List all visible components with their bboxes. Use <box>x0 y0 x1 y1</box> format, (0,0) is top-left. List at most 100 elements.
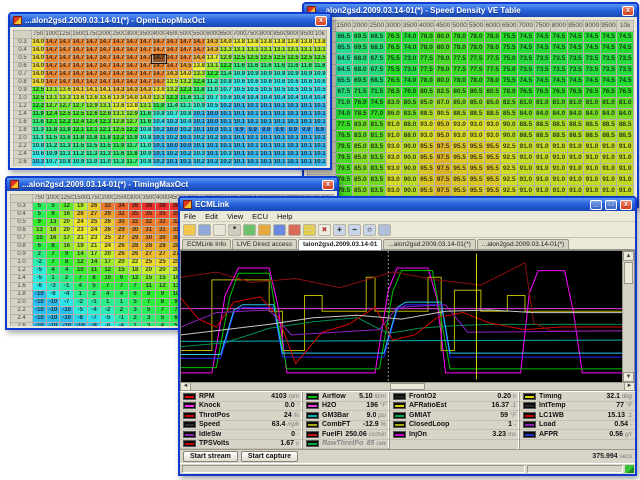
datalog-graph[interactable]: ▲ ▼ <box>180 250 635 382</box>
timing-cell[interactable]: 4 <box>100 290 116 299</box>
openloop-cell[interactable]: 10.1 <box>272 158 287 166</box>
timing-cell[interactable]: 15 <box>114 266 129 275</box>
ve-cell[interactable]: 74.5 <box>599 42 618 54</box>
timing-cell[interactable]: 23 <box>73 226 88 235</box>
delete-icon[interactable]: × <box>318 223 331 236</box>
openloop-cell[interactable]: 14.7 <box>138 78 153 87</box>
ve-cell[interactable]: 78.5 <box>384 86 403 98</box>
openloop-cell[interactable]: 14.7 <box>138 46 153 55</box>
ve-cell[interactable]: 79.0 <box>434 64 452 76</box>
openloop-cell[interactable]: 14.7 <box>71 78 86 87</box>
ve-cell[interactable]: 67.5 <box>335 86 353 98</box>
openloop-cell[interactable]: 10.5 <box>205 102 220 111</box>
openloop-cell[interactable]: 14.7 <box>44 62 59 71</box>
ve-cell[interactable]: 77.0 <box>368 108 386 120</box>
ve-cell[interactable]: 77.5 <box>467 53 485 65</box>
ve-cell[interactable]: 74.0 <box>401 31 419 43</box>
timing-cell[interactable]: 4 <box>59 266 75 275</box>
openloop-cell[interactable]: 13.1 <box>205 62 220 71</box>
openloop-cell[interactable]: 10.8 <box>178 110 193 119</box>
openloop-cell[interactable]: 12.7 <box>44 102 59 111</box>
timing-cell[interactable]: 9 <box>32 218 47 227</box>
openloop-cell[interactable]: 11.6 <box>138 110 153 119</box>
openloop-cell[interactable]: 14.7 <box>44 70 59 79</box>
ve-titlebar[interactable]: ...alon2gsd.2009.03.14-01(*) - Speed Den… <box>304 4 637 17</box>
ve-cell[interactable]: 88.5 <box>616 119 634 131</box>
timing-cell[interactable]: 21 <box>73 234 88 243</box>
openloop-cell[interactable]: 11.0 <box>138 142 153 151</box>
openloop-cell[interactable]: 12.5 <box>312 54 328 63</box>
ve-cell[interactable]: 74.5 <box>368 97 386 109</box>
ve-cell[interactable]: 90.0 <box>401 152 419 164</box>
openloop-cell[interactable]: 14.0 <box>30 54 46 63</box>
openloop-cell[interactable]: 10.1 <box>299 134 314 143</box>
ve-cell[interactable]: 91.0 <box>616 141 634 153</box>
ve-cell[interactable]: 74.5 <box>599 75 618 87</box>
ve-cell[interactable]: 95.5 <box>417 163 436 175</box>
openloop-cell[interactable]: 10.4 <box>151 118 167 127</box>
ve-cell[interactable]: 85.0 <box>483 97 502 109</box>
openloop-cell[interactable]: 14.7 <box>57 62 73 71</box>
timing-cell[interactable]: 2 <box>59 274 75 283</box>
ve-cell[interactable]: 76.5 <box>550 86 568 98</box>
openloop-cell[interactable]: 10.1 <box>312 134 328 143</box>
ve-cell[interactable]: 68.0 <box>351 64 370 76</box>
ve-cell[interactable]: 93.0 <box>483 130 502 142</box>
ve-cell[interactable]: 86.0 <box>384 108 403 120</box>
openloop-cell[interactable]: 10.2 <box>151 158 167 166</box>
ve-cell[interactable]: 69.5 <box>351 42 370 54</box>
openloop-cell[interactable]: 10.1 <box>285 102 301 111</box>
timing-cell[interactable]: 14 <box>73 250 88 259</box>
tab-4[interactable]: ...alon2gsd.2009.03.14-01(*) <box>476 239 570 249</box>
ve-cell[interactable]: 81.0 <box>533 97 552 109</box>
openloop-cell[interactable]: 10.9 <box>138 150 153 159</box>
ve-cell[interactable]: 88.5 <box>616 130 634 142</box>
timing-cell[interactable]: 36 <box>127 202 143 211</box>
ve-cell[interactable]: 85.0 <box>417 97 436 109</box>
window-icon[interactable] <box>378 223 391 236</box>
openloop-cell[interactable]: 14.7 <box>98 62 113 71</box>
openloop-cell[interactable]: 10.8 <box>57 158 73 166</box>
timing-cell[interactable]: -1 <box>59 282 75 291</box>
ve-cell[interactable]: 88.5 <box>599 119 618 131</box>
timing-cell[interactable]: 2 <box>86 290 102 299</box>
ve-cell[interactable]: 95.5 <box>450 185 469 197</box>
ve-cell[interactable]: 90.0 <box>401 174 419 186</box>
timing-cell[interactable]: 35 <box>127 210 143 219</box>
timing-cell[interactable]: -5 <box>32 274 47 283</box>
timing-cell[interactable]: 16 <box>59 242 75 251</box>
scroll-down-icon[interactable]: ▼ <box>623 372 634 382</box>
ve-cell[interactable]: 95.0 <box>434 119 452 131</box>
openloop-cell[interactable]: 10.4 <box>178 118 193 127</box>
openloop-cell[interactable]: 13.1 <box>299 46 314 55</box>
timing-cell[interactable]: 12 <box>127 274 143 283</box>
ve-cell[interactable]: 91.0 <box>599 152 618 164</box>
openloop-cell[interactable]: 9.9 <box>312 126 328 135</box>
ve-cell[interactable]: 74.5 <box>616 31 634 43</box>
openloop-cell[interactable]: 10.1 <box>245 102 260 111</box>
openloop-cell[interactable]: 12.5 <box>258 54 274 63</box>
ve-cell[interactable]: 81.0 <box>550 97 568 109</box>
openloop-cell[interactable]: 10.2 <box>218 102 234 111</box>
openloop-cell[interactable]: 14.7 <box>111 62 126 71</box>
openloop-cell[interactable]: 11.6 <box>57 134 73 143</box>
timing-cell[interactable]: 32 <box>155 218 170 227</box>
openloop-cell[interactable]: 11.3 <box>30 126 46 135</box>
openloop-cell[interactable]: 14.7 <box>138 54 153 63</box>
openloop-cell[interactable]: 14.7 <box>165 46 180 55</box>
legend-item-rawthrotpos[interactable]: RawThrotPos 85 raw <box>303 440 389 449</box>
ve-cell[interactable]: 77.5 <box>483 64 502 76</box>
ve-cell[interactable]: 91.0 <box>599 174 618 186</box>
copy-icon[interactable] <box>213 223 226 236</box>
openloop-cell[interactable]: 10.1 <box>285 134 301 143</box>
ve-cell[interactable]: 80.5 <box>401 97 419 109</box>
ve-cell[interactable]: 84.0 <box>599 108 618 120</box>
openloop-cell[interactable]: 13.1 <box>98 102 113 111</box>
timing-close-button[interactable]: x <box>322 179 334 190</box>
ve-cell[interactable]: 88.5 <box>550 119 568 131</box>
timing-cell[interactable]: 5 <box>86 282 102 291</box>
ve-cell[interactable]: 78.0 <box>500 86 519 98</box>
ve-cell[interactable]: 76.5 <box>566 86 585 98</box>
ve-cell[interactable]: 68.0 <box>351 53 370 65</box>
timing-cell[interactable]: 26 <box>127 250 143 259</box>
